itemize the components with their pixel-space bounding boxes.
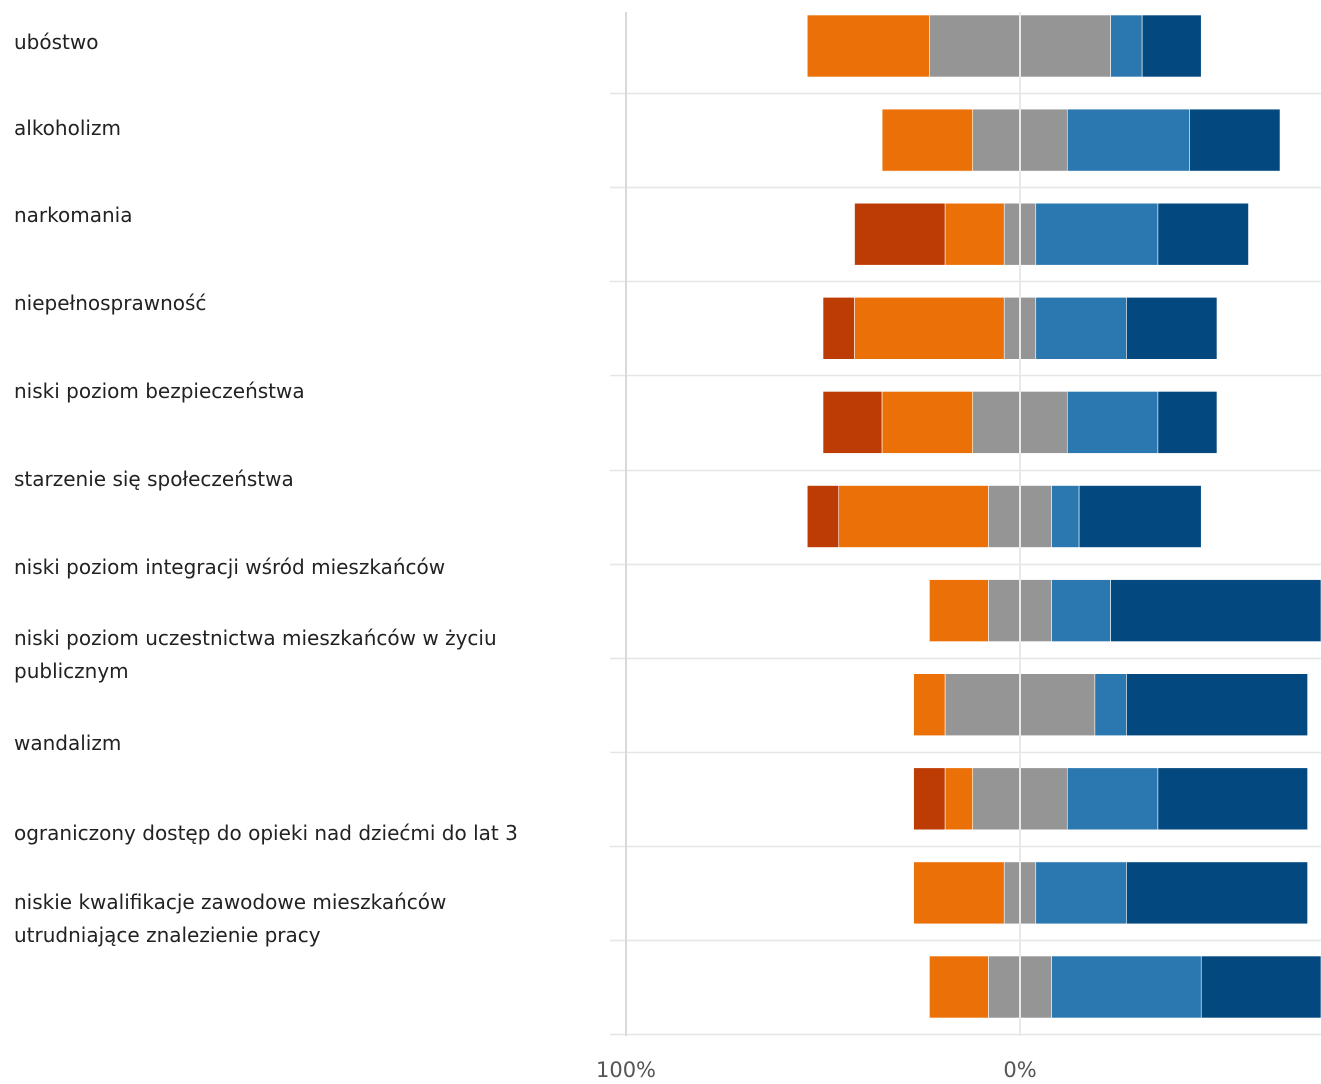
- bar-segment-2-1: [881, 108, 974, 172]
- bar-segment-6-5: [1078, 485, 1202, 548]
- bar-segment-9-2: [944, 767, 974, 831]
- bar-segment-8-1: [913, 673, 946, 737]
- bar-segment-9-4: [1066, 767, 1159, 831]
- category-label-alkoholizm: alkoholizm: [14, 116, 121, 140]
- bar-segment-9-1: [913, 767, 946, 831]
- category-labels: ubóstwo alkoholizm narkomania niepełnosp…: [0, 0, 600, 1084]
- category-label-kwalifikacje-zawodowe: niskie kwalifikacje zawodowe mieszkańców…: [14, 890, 447, 947]
- bar-segment-7-4: [1110, 579, 1321, 642]
- bar-segment-4-2: [854, 296, 1005, 360]
- bar-segment-8-4: [1126, 673, 1308, 737]
- bar-segment-11-4: [1200, 955, 1321, 1019]
- bar-segment-3-5: [1157, 202, 1249, 266]
- category-label-niepelnosprawnosc: niepełnosprawność: [14, 291, 207, 315]
- bar-segment-11-3: [1051, 955, 1202, 1019]
- category-label-niski-poziom-integracji: niski poziom integracji wśród mieszkańcó…: [14, 555, 446, 579]
- bar-segment-11-1: [929, 955, 989, 1019]
- bar-segment-6-4: [1051, 485, 1080, 548]
- bar-segment-7-3: [1051, 579, 1111, 642]
- bar-segment-3-1: [854, 202, 946, 266]
- bar-segment-2-4: [1189, 108, 1281, 172]
- bar-segment-9-5: [1157, 767, 1308, 831]
- category-label-narkomania: narkomania: [14, 203, 133, 227]
- bar-segment-4-1: [822, 296, 855, 360]
- bar-segment-1-3: [1110, 14, 1143, 78]
- bar-segment-5-4: [1066, 391, 1159, 454]
- bar-segment-3-4: [1035, 202, 1159, 266]
- category-label-wandalizm: wandalizm: [14, 731, 122, 755]
- x-tick-label: 0%: [1003, 1058, 1036, 1082]
- category-label-starzenie-sie-spoleczenstwa: starzenie się społeczeństwa: [14, 467, 294, 491]
- bar-segment-10-1: [913, 861, 1005, 925]
- bar-segment-5-5: [1157, 391, 1218, 454]
- bar-segment-5-2: [881, 391, 974, 454]
- bar-segment-6-2: [838, 485, 989, 548]
- bar-segment-10-3: [1035, 861, 1127, 925]
- bar-segment-2-3: [1066, 108, 1190, 172]
- category-label-niski-poziom-uczestnictwa: niski poziom uczestnictwa mieszkańców w …: [14, 626, 497, 683]
- bar-segment-10-4: [1126, 861, 1308, 925]
- bar-segment-7-1: [929, 579, 989, 642]
- x-tick-label: 100%: [596, 1058, 656, 1082]
- bar-segment-5-1: [822, 391, 883, 454]
- bar-segment-3-2: [944, 202, 1005, 266]
- bar-segment-8-3: [1094, 673, 1127, 737]
- category-label-niski-poziom-bezpieczenstwa: niski poziom bezpieczeństwa: [14, 379, 305, 403]
- bar-segment-4-5: [1126, 296, 1218, 360]
- bar-segment-6-1: [806, 485, 840, 548]
- category-label-dostep-do-opieki: ograniczony dostęp do opieki nad dziećmi…: [14, 821, 518, 845]
- bar-segment-1-1: [806, 14, 930, 78]
- category-label-ubostwo: ubóstwo: [14, 30, 99, 54]
- bar-segment-1-4: [1141, 14, 1202, 78]
- bar-segment-4-4: [1035, 296, 1127, 360]
